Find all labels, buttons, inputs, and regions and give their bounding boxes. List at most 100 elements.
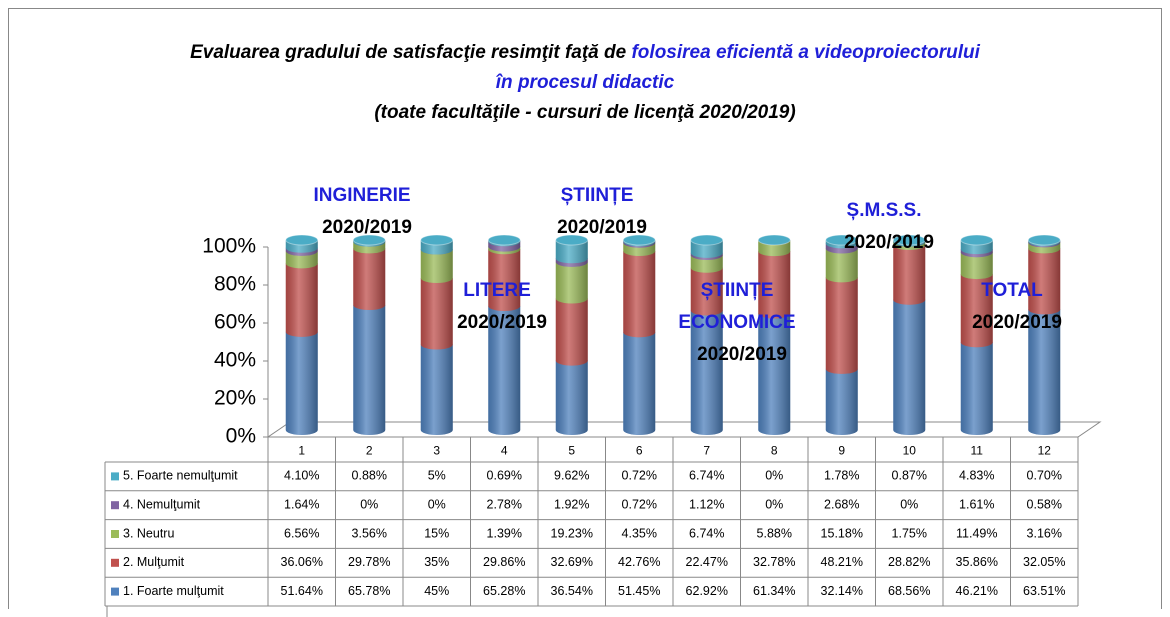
bar-shade: [825, 368, 858, 435]
x-tick-label: 10: [903, 444, 917, 458]
x-tick-label: 1: [298, 444, 305, 458]
bar-shade: [758, 251, 791, 319]
bar-shade: [285, 250, 318, 269]
bar-segment: [1028, 309, 1061, 435]
y-tick-label: 100%: [202, 235, 256, 258]
bar-top: [420, 234, 454, 246]
table-cell: 6.56%: [284, 526, 319, 540]
bar-segment: [353, 248, 386, 311]
table-cell: 32.05%: [1023, 555, 1065, 569]
bar-shade: [353, 305, 386, 435]
bar-segment: [690, 240, 723, 258]
bar-shade: [555, 298, 588, 366]
title-highlight: folosirea eficientă a videoproiectorului…: [495, 42, 980, 93]
legend-swatch: [111, 472, 119, 481]
table-cell: 1.64%: [284, 497, 319, 511]
table-cell: 32.78%: [753, 555, 795, 569]
bar-top: [825, 234, 859, 246]
x-tick-label: 8: [771, 444, 778, 458]
table-cell: 4.10%: [284, 469, 319, 483]
bar-shade: [825, 248, 858, 283]
bar-shade: [488, 305, 521, 435]
table-cell: 45%: [424, 584, 449, 598]
table-cell: 6.74%: [689, 526, 724, 540]
table-cell: 51.45%: [618, 584, 660, 598]
bar-shade: [690, 254, 723, 273]
table-cell: 36.06%: [281, 555, 323, 569]
annotation: 2020/2019: [844, 232, 934, 253]
bar-shade: [285, 331, 318, 435]
table-cell: 1.75%: [892, 526, 927, 540]
x-tick-label: 3: [433, 444, 440, 458]
table-cell: 11.49%: [956, 526, 997, 540]
annotation: ȘTIINȚE: [701, 280, 774, 301]
table-cell: 1.12%: [689, 497, 724, 511]
table-cell: 29.86%: [483, 555, 525, 569]
table-cell: 4.35%: [622, 526, 657, 540]
y-tick-label: 80%: [214, 273, 256, 296]
table-cell: 5.88%: [757, 526, 792, 540]
bar-segment: [893, 299, 926, 435]
table-cell: 4.83%: [959, 469, 994, 483]
table-cell: 1.39%: [487, 526, 522, 540]
table-cell: 36.54%: [551, 584, 593, 598]
bar-segment: [555, 261, 588, 304]
table-cell: 0.72%: [622, 497, 657, 511]
bar-shade: [555, 360, 588, 435]
table-cell: 28.82%: [888, 555, 930, 569]
bar-shade: [758, 313, 791, 435]
bar-segment: [623, 332, 656, 435]
x-tick-label: 7: [703, 444, 710, 458]
y-tick-label: 0%: [226, 425, 256, 448]
bar-segment: [555, 360, 588, 435]
bar-segment: [690, 310, 723, 435]
table-cell: 1.61%: [959, 497, 994, 511]
bar-top: [285, 234, 319, 246]
table-cell: 65.28%: [483, 584, 525, 598]
chart-title: Evaluarea gradului de satisfacţie resimţ…: [185, 38, 985, 128]
annotation: 2020/2019: [322, 217, 412, 238]
table-cell: 15%: [424, 526, 449, 540]
bar-shade: [690, 267, 723, 316]
bar-segment: [690, 254, 723, 273]
bar-segment: [420, 249, 453, 283]
annotation: ECONOMICE: [678, 312, 795, 333]
table-cell: 3.16%: [1027, 526, 1062, 540]
x-tick-label: 2: [366, 444, 373, 458]
bar-segment: [893, 244, 926, 305]
annotation: 2020/2019: [457, 312, 547, 333]
legend-label: 1. Foarte mulţumit: [123, 584, 224, 598]
table-cell: 0%: [428, 497, 446, 511]
bar-top: [555, 234, 589, 246]
title-text: Evaluarea gradului de satisfacţie resimţ…: [190, 42, 627, 63]
table-cell: 29.78%: [348, 555, 390, 569]
bar-top: [892, 234, 926, 246]
table-cell: 35.86%: [956, 555, 998, 569]
bar-top: [622, 234, 656, 246]
bar-shade: [488, 249, 521, 311]
bar-shade: [285, 263, 318, 337]
y-tick-label: 60%: [214, 311, 256, 334]
legend-swatch: [111, 558, 119, 567]
table-cell: 1.78%: [824, 469, 859, 483]
bar-shade: [1028, 248, 1061, 315]
table-cell: 15.18%: [821, 526, 863, 540]
bar-segment: [488, 305, 521, 435]
bar-shade: [623, 251, 656, 338]
legend-swatch: [111, 501, 119, 510]
bar-shade: [960, 274, 993, 348]
table-cell: 1.92%: [554, 497, 589, 511]
bar-segment: [825, 368, 858, 435]
table-cell: 35%: [424, 555, 449, 569]
annotation: 2020/2019: [972, 312, 1062, 333]
bar-top: [960, 234, 994, 246]
bar-segment: [353, 305, 386, 435]
bar-shade: [1028, 309, 1061, 435]
table-cell: 51.64%: [281, 584, 323, 598]
x-tick-label: 9: [838, 444, 845, 458]
x-tick-label: 6: [636, 444, 643, 458]
table-cell: 0%: [765, 469, 783, 483]
bar-segment: [960, 342, 993, 435]
table-cell: 5%: [428, 469, 446, 483]
legend-label: 5. Foarte nemulţumit: [123, 469, 238, 483]
